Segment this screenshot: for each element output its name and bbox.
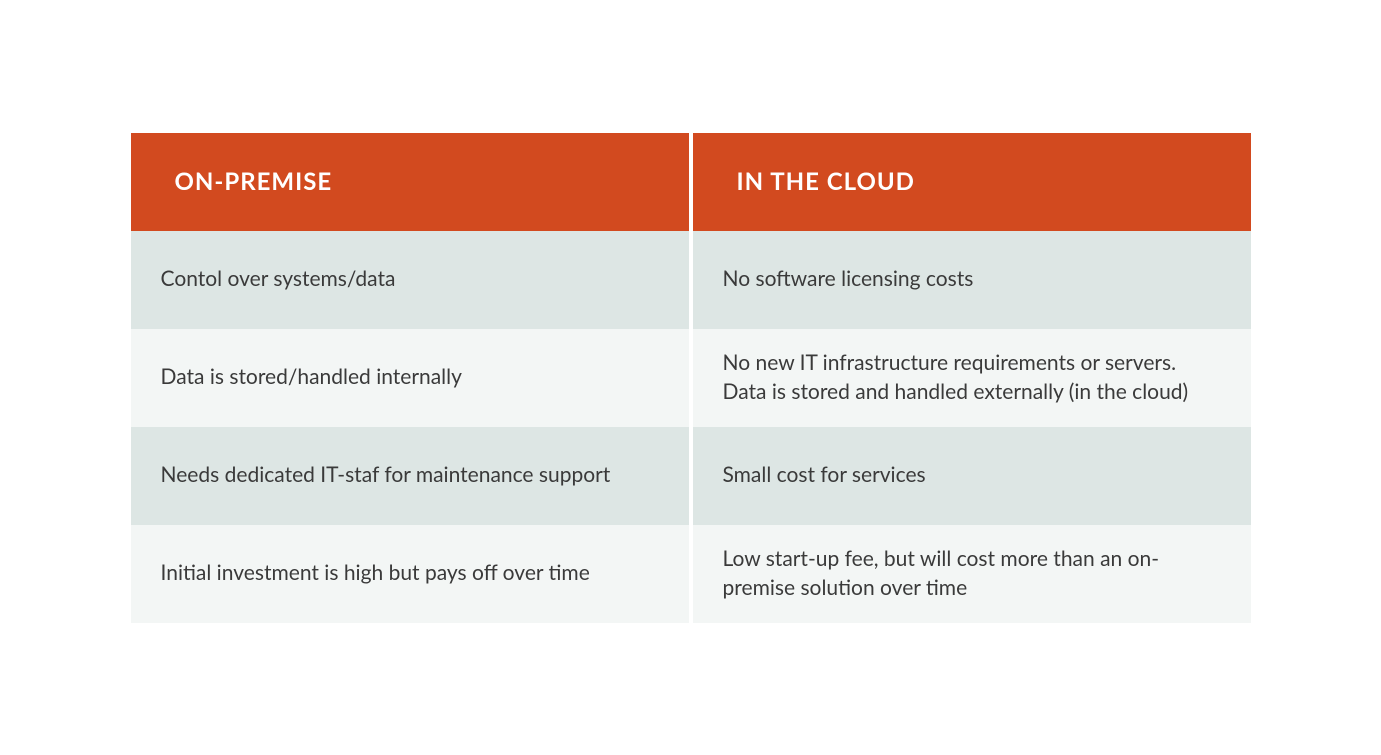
table-cell: Initial investment is high but pays off … [131, 525, 689, 623]
table-cell: Low start-up fee, but will cost more tha… [693, 525, 1251, 623]
comparison-table: ON-PREMISE Contol over systems/data Data… [131, 133, 1251, 623]
table-cell: No new IT infrastructure requirements or… [693, 329, 1251, 427]
table-cell: Needs dedicated IT-staf for maintenance … [131, 427, 689, 525]
table-cell: Small cost for services [693, 427, 1251, 525]
table-cell: No software licensing costs [693, 231, 1251, 329]
table-cell: Data is stored/handled internally [131, 329, 689, 427]
column-header: ON-PREMISE [131, 133, 689, 231]
table-cell: Contol over systems/data [131, 231, 689, 329]
column-in-cloud: IN THE CLOUD No software licensing costs… [693, 133, 1251, 623]
column-header: IN THE CLOUD [693, 133, 1251, 231]
column-on-premise: ON-PREMISE Contol over systems/data Data… [131, 133, 689, 623]
